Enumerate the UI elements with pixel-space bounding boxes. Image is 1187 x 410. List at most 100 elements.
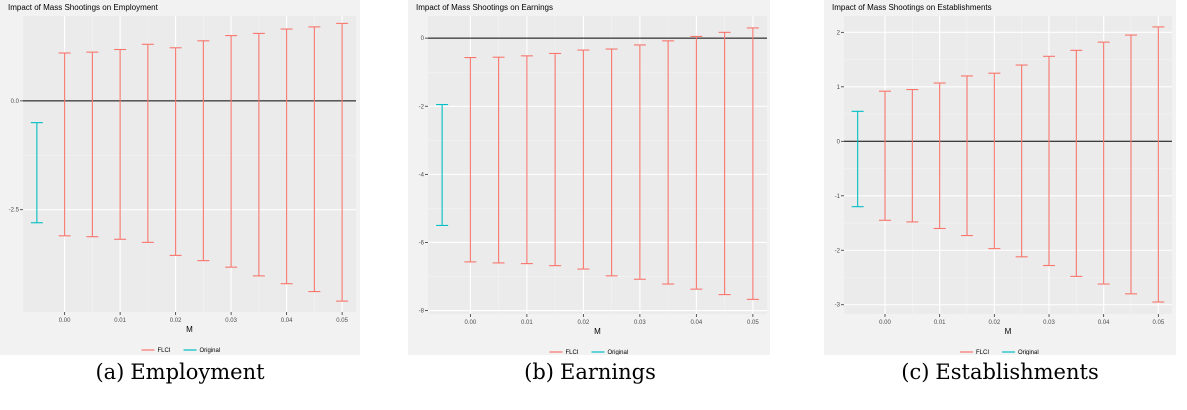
errorbar-flci: [988, 72, 1001, 250]
errorbar-flci: [336, 22, 349, 302]
errorbar-flci: [933, 82, 946, 230]
y-tick-label: -8: [419, 309, 425, 315]
y-tick-label: -3: [835, 303, 841, 309]
x-tick-label: 0.00: [879, 320, 891, 326]
x-axis-title: M: [594, 327, 601, 336]
errorbar-flci: [1152, 26, 1165, 303]
errorbar-flci: [492, 56, 505, 264]
legend-label-original: Original: [1018, 350, 1039, 355]
x-axis-title: M: [1005, 327, 1012, 336]
y-tick-label: -4: [419, 172, 425, 178]
panel-earnings: 0.00 0.01 0.02 0.03 0.04 0.05 -8 -6 -4 -2 0 Impact …: [408, 0, 770, 355]
plot-background: [23, 16, 356, 312]
errorbar-flci: [86, 51, 99, 238]
x-tick-label: 0.01: [114, 318, 126, 324]
errorbar-flci: [197, 40, 210, 262]
errorbar-flci: [690, 35, 703, 290]
x-tick-label: 0.00: [465, 320, 477, 326]
errorbar-flci: [169, 47, 182, 256]
errorbar-original: [436, 103, 449, 227]
y-tick-label: 0: [421, 36, 425, 42]
x-axis-title: M: [186, 325, 193, 334]
errorbar-flci: [58, 52, 71, 237]
legend-label-flci: FLCI: [566, 350, 579, 355]
errorbar-flci: [1015, 64, 1028, 258]
legend-label-original: Original: [608, 350, 629, 355]
legend: FLCI Original: [141, 348, 221, 354]
errorbar-flci: [1125, 34, 1137, 295]
x-tick-label: 0.02: [170, 318, 182, 324]
errorbar-flci: [1043, 55, 1055, 267]
legend: FLCI Original: [549, 350, 629, 355]
errorbar-flci: [464, 56, 477, 263]
caption-label: (c): [901, 360, 930, 384]
errorbar-flci: [549, 52, 562, 267]
x-tick-label: 0.03: [634, 320, 646, 326]
caption-label: (b): [524, 360, 554, 384]
caption-employment: (a) Employment: [0, 360, 380, 384]
errorbar-flci: [718, 31, 731, 296]
x-tick-label: 0.05: [747, 320, 759, 326]
caption-text: Employment: [130, 360, 265, 384]
x-tick-label: 0.00: [59, 318, 71, 324]
chart-title: Impact of Mass Shootings on Establishmen…: [832, 3, 992, 12]
y-tick-label: -2.5: [9, 208, 20, 214]
x-tick-label: 0.03: [1043, 320, 1055, 326]
x-tick-label: 0.04: [281, 318, 293, 324]
x-tick-label: 0.02: [988, 320, 1000, 326]
panel-establishments: 0.00 0.01 0.02 0.03 0.04 0.05 -3 -2 -1 0 1 2 Impact …: [824, 0, 1176, 355]
y-tick-label: 2: [837, 30, 841, 36]
plot-background: [844, 16, 1172, 314]
legend-label-flci: FLCI: [976, 350, 989, 355]
chart-earnings: 0.00 0.01 0.02 0.03 0.04 0.05 -8 -6 -4 -2 0 Impact …: [408, 0, 770, 355]
x-tick-label: 0.01: [934, 320, 946, 326]
legend-label-original: Original: [200, 348, 221, 354]
errorbar-flci: [1097, 41, 1110, 285]
errorbar-flci: [141, 43, 154, 243]
x-tick-label: 0.04: [1098, 320, 1110, 326]
y-tick-label: 0.0: [11, 99, 20, 105]
errorbar-original: [851, 110, 864, 208]
x-tick-label: 0.05: [1152, 320, 1164, 326]
y-tick-label: -1: [835, 194, 841, 200]
errorbar-flci: [879, 90, 891, 221]
caption-establishments: (c) Establishments: [800, 360, 1187, 384]
chart-establishments: 0.00 0.01 0.02 0.03 0.04 0.05 -3 -2 -1 0 1 2 Impact …: [824, 0, 1176, 355]
panel-employment: 0.00 0.01 0.02 0.03 0.04 0.05 -2.5 0.0 Impact of…: [0, 0, 360, 355]
y-tick-label: -2: [419, 104, 425, 110]
chart-title: Impact of Mass Shootings on Earnings: [416, 3, 553, 12]
y-tick-label: 0: [837, 139, 841, 145]
errorbar-flci: [252, 32, 265, 277]
x-tick-label: 0.05: [336, 318, 348, 324]
errorbar-flci: [520, 55, 533, 265]
y-tick-label: -6: [419, 240, 425, 246]
errorbar-flci: [280, 28, 293, 285]
legend-label-flci: FLCI: [158, 348, 171, 354]
errorbar-flci: [906, 88, 919, 223]
caption-earnings: (b) Earnings: [390, 360, 790, 384]
errorbar-flci: [605, 48, 618, 277]
caption-text: Establishments: [935, 360, 1099, 384]
x-tick-label: 0.01: [521, 320, 533, 326]
errorbar-flci: [225, 35, 238, 268]
y-tick-label: -2: [835, 248, 841, 254]
chart-employment: 0.00 0.01 0.02 0.03 0.04 0.05 -2.5 0.0 Impact of…: [0, 0, 360, 355]
legend: FLCI Original: [960, 350, 1039, 355]
x-tick-label: 0.02: [578, 320, 590, 326]
errorbar-flci: [961, 75, 973, 237]
caption-text: Earnings: [559, 360, 656, 384]
errorbar-flci: [1070, 49, 1083, 277]
x-tick-label: 0.03: [225, 318, 237, 324]
errorbar-flci: [746, 27, 759, 300]
chart-title: Impact of Mass Shootings on Employment: [8, 3, 159, 12]
plot-background: [428, 16, 767, 314]
errorbar-original: [30, 122, 43, 224]
errorbar-flci: [633, 44, 646, 280]
x-tick-label: 0.04: [691, 320, 703, 326]
y-tick-label: 1: [837, 85, 841, 91]
errorbar-flci: [114, 48, 127, 240]
errorbar-flci: [662, 40, 675, 285]
caption-label: (a): [95, 360, 125, 384]
errorbar-flci: [308, 26, 321, 293]
errorbar-flci: [577, 49, 590, 270]
